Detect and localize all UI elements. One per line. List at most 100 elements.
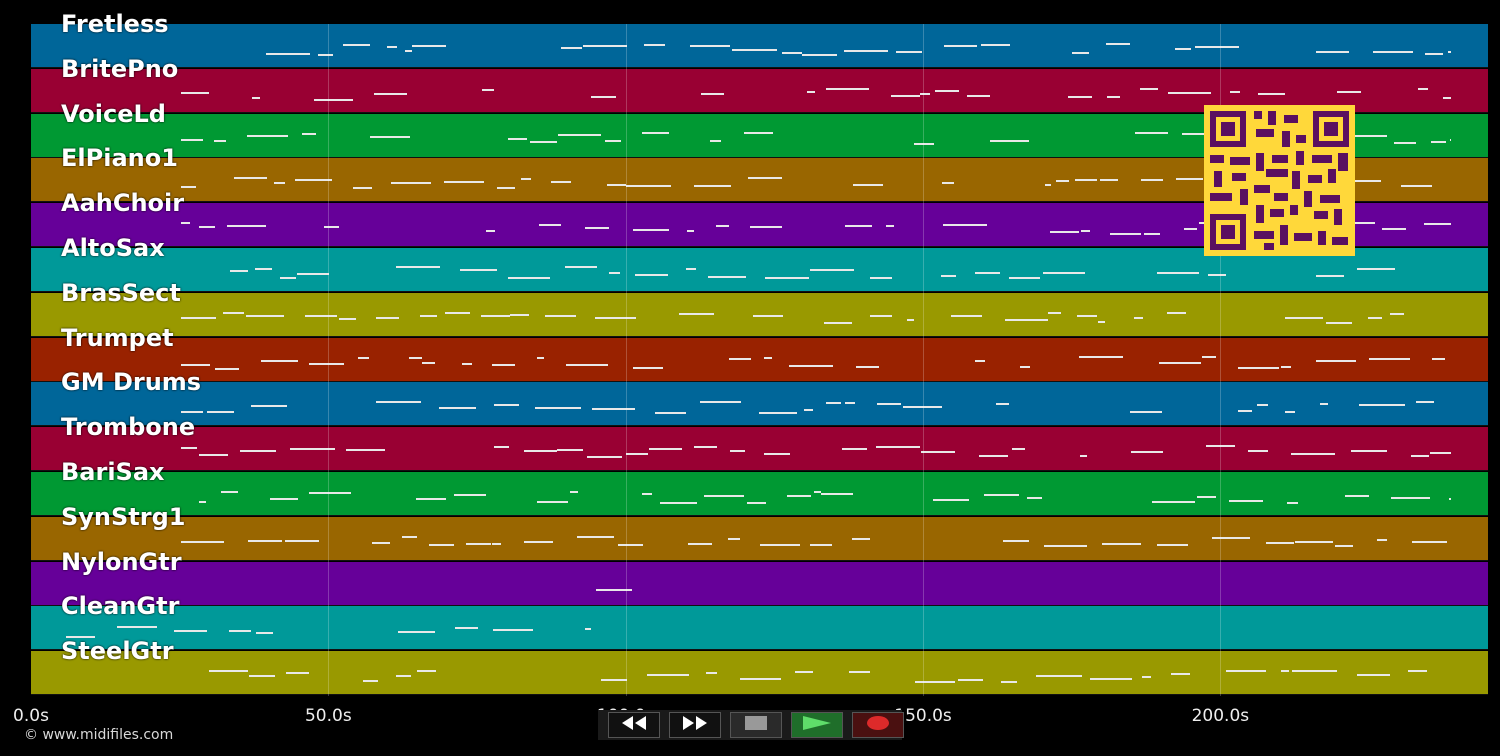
note <box>1151 500 1196 503</box>
note <box>279 276 297 279</box>
note <box>445 311 470 314</box>
note <box>694 446 717 449</box>
note <box>493 403 520 406</box>
note <box>944 44 978 47</box>
note <box>508 138 527 141</box>
note <box>387 45 397 48</box>
note <box>1358 403 1405 406</box>
note <box>942 182 954 185</box>
track-name: VoiceLd <box>61 99 166 128</box>
note <box>843 49 888 52</box>
track-lane[interactable]: Fretless <box>31 10 1488 68</box>
note <box>727 537 740 540</box>
note <box>246 314 285 317</box>
note <box>842 448 867 451</box>
note <box>1411 541 1447 544</box>
note <box>633 228 669 231</box>
note <box>372 542 391 544</box>
note <box>1170 672 1191 675</box>
track-name: Trombone <box>61 413 196 442</box>
gridline <box>328 24 330 696</box>
note <box>576 536 614 539</box>
note <box>255 632 273 635</box>
track-lane[interactable]: Trumpet <box>31 324 1488 382</box>
note <box>1130 450 1163 453</box>
track-lane[interactable]: SynStrg1 <box>31 503 1488 561</box>
rewind-icon <box>619 715 649 735</box>
note <box>1295 541 1333 544</box>
note <box>688 543 712 546</box>
note <box>758 411 797 414</box>
note <box>260 359 299 362</box>
stop-button[interactable] <box>730 712 782 738</box>
note <box>1316 51 1350 53</box>
note <box>551 180 572 183</box>
track-name: ElPiano1 <box>61 144 178 173</box>
track-lane[interactable]: BrasSect <box>31 279 1488 337</box>
note <box>856 365 879 368</box>
note <box>1158 361 1201 364</box>
note <box>654 412 686 415</box>
note <box>659 501 698 504</box>
track-lane[interactable]: GM Drums <box>31 368 1488 427</box>
note <box>903 406 942 409</box>
note <box>234 176 267 179</box>
note <box>1044 184 1052 187</box>
note <box>1105 43 1130 46</box>
note <box>943 223 987 226</box>
note <box>920 451 955 454</box>
track-name: AltoSax <box>61 234 165 262</box>
track-lane[interactable]: BariSax <box>31 458 1488 516</box>
rewind-button[interactable] <box>608 712 660 738</box>
play-button[interactable] <box>791 712 843 738</box>
note <box>1450 139 1451 142</box>
note <box>226 224 267 227</box>
note <box>914 142 935 145</box>
note <box>844 224 872 227</box>
note <box>481 89 495 92</box>
note <box>343 43 370 46</box>
time-tick-label: 50.0s <box>304 706 352 726</box>
gridline <box>1220 24 1222 696</box>
note <box>453 494 486 497</box>
note <box>1291 453 1335 456</box>
note <box>700 400 741 403</box>
note <box>305 314 337 317</box>
track-lane[interactable]: Trombone <box>31 413 1488 472</box>
track-name: SteelGtr <box>61 637 174 666</box>
note <box>595 316 637 319</box>
note <box>181 221 190 224</box>
note <box>317 53 334 56</box>
note <box>357 357 370 360</box>
track-lane[interactable]: CleanGtr <box>31 592 1488 651</box>
note <box>981 43 1010 46</box>
note <box>869 276 893 279</box>
note <box>1168 91 1212 94</box>
note <box>821 493 854 496</box>
note <box>1228 500 1264 503</box>
note <box>1043 544 1088 547</box>
note <box>1377 539 1388 542</box>
note <box>1100 179 1118 182</box>
note <box>308 363 345 366</box>
note <box>746 501 767 504</box>
note <box>1194 46 1239 49</box>
fast-forward-button[interactable] <box>669 712 721 738</box>
track-lane[interactable]: NylonGtr <box>31 548 1488 606</box>
note <box>228 630 251 633</box>
note <box>524 449 557 452</box>
record-button[interactable] <box>852 712 904 738</box>
note <box>740 678 781 681</box>
note <box>689 45 730 48</box>
note <box>444 180 485 183</box>
note <box>363 679 379 682</box>
note <box>957 678 983 681</box>
fast-forward-icon <box>680 715 710 735</box>
note <box>1432 357 1446 360</box>
note <box>825 401 842 404</box>
note <box>1431 140 1447 143</box>
note <box>1097 321 1105 324</box>
track-lane[interactable]: SteelGtr <box>31 637 1488 696</box>
note <box>1416 400 1435 403</box>
note <box>465 543 491 546</box>
